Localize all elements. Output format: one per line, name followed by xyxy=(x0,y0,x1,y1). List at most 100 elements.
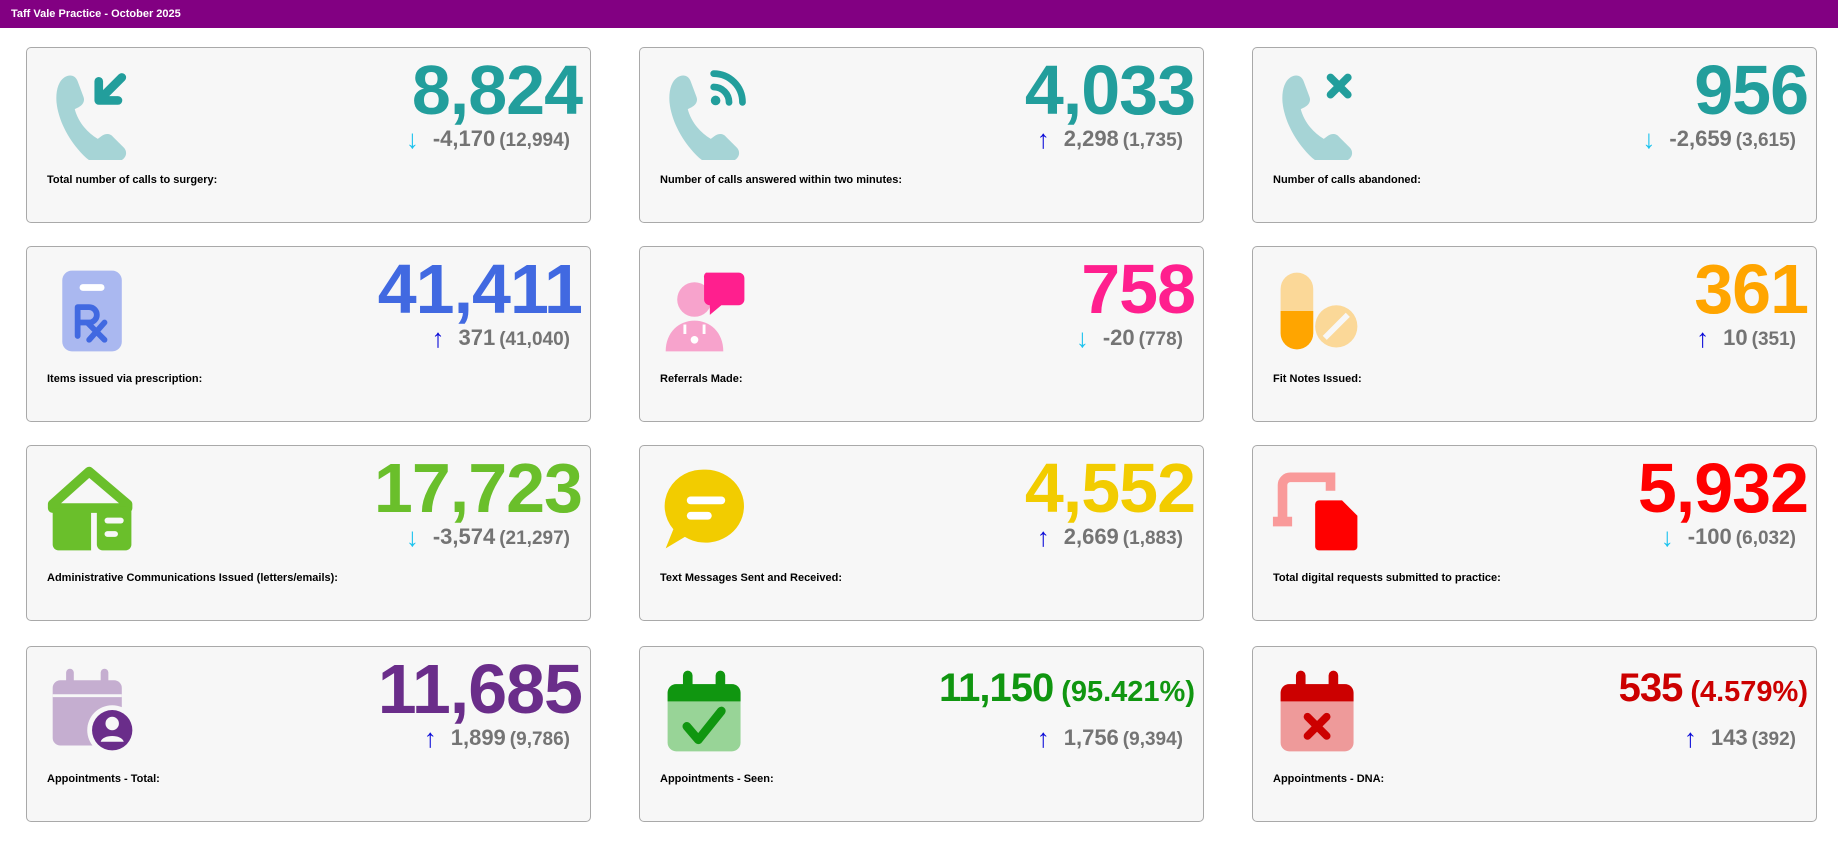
page-title: Taff Vale Practice - October 2025 xyxy=(11,8,181,20)
kpi-value: 8,824 xyxy=(411,51,583,129)
kpi-card: 5,932 ↓ -100 (6,032) Total digital request… xyxy=(1252,445,1817,621)
kpi-label: Referrals Made: xyxy=(660,373,743,385)
kpi-label: Text Messages Sent and Received: xyxy=(660,572,842,584)
kpi-previous-value: (351) xyxy=(1751,329,1796,350)
kpi-change: -3,574 xyxy=(432,524,496,549)
message-bubble-icon xyxy=(658,462,754,558)
kpi-value-row: 361 xyxy=(1694,249,1809,329)
kpi-value-row: 758 xyxy=(1081,249,1196,329)
kpi-card: 956 ↓ -2,659 (3,615) Number of calls aband… xyxy=(1252,47,1817,223)
kpi-change-row: ↑ 1,756 (9,394) xyxy=(1037,723,1183,755)
kpi-value: 11,685 xyxy=(377,650,583,728)
kpi-value: 4,552 xyxy=(1024,449,1196,527)
kpi-card: 11,685 ↑ 1,899 (9,786) Appointments - Tota… xyxy=(26,646,591,822)
kpi-previous-value: (3,615) xyxy=(1735,130,1796,151)
kpi-change: -100 xyxy=(1687,524,1732,549)
kpi-change: 2,669 xyxy=(1063,524,1119,549)
phone-missed-icon xyxy=(1271,64,1367,160)
kpi-change: 1,899 xyxy=(450,725,506,750)
digital-request-icon xyxy=(1271,462,1367,558)
kpi-label: Total digital requests submitted to prac… xyxy=(1273,572,1501,584)
kpi-change-row: ↓ -3,574 (21,297) xyxy=(406,522,570,554)
kpi-value: 758 xyxy=(1081,250,1196,328)
calendar-check-icon xyxy=(658,663,754,759)
kpi-label: Administrative Communications Issued (le… xyxy=(47,572,338,584)
kpi-percentage: (4.579%) xyxy=(1690,676,1808,708)
kpi-value-row: 5,932 xyxy=(1637,448,1809,528)
arrow-down-icon: ↓ xyxy=(405,522,419,552)
arrow-down-icon: ↓ xyxy=(1642,124,1656,154)
kpi-previous-value: (9,394) xyxy=(1122,729,1183,750)
arrow-up-icon: ↑ xyxy=(431,323,445,353)
kpi-label: Appointments - Seen: xyxy=(660,773,774,785)
pills-icon xyxy=(1271,263,1367,359)
arrow-up-icon: ↑ xyxy=(1696,323,1710,353)
kpi-value-row: 11,150 (95.421%) xyxy=(939,653,1195,723)
kpi-value: 5,932 xyxy=(1637,449,1809,527)
kpi-value-row: 17,723 xyxy=(373,448,583,528)
kpi-previous-value: (1,735) xyxy=(1122,130,1183,151)
arrow-up-icon: ↑ xyxy=(1036,522,1050,552)
kpi-change: -2,659 xyxy=(1669,126,1732,151)
kpi-change: 1,756 xyxy=(1063,725,1119,750)
kpi-value-row: 956 xyxy=(1694,50,1809,130)
kpi-value: 535 xyxy=(1618,666,1684,710)
kpi-change: 2,298 xyxy=(1063,126,1119,151)
kpi-card: 8,824 ↓ -4,170 (12,994) Total number of ca… xyxy=(26,47,591,223)
kpi-card: 4,033 ↑ 2,298 (1,735) Number of calls answ… xyxy=(639,47,1204,223)
kpi-value-row: 8,824 xyxy=(411,50,583,130)
kpi-previous-value: (9,786) xyxy=(509,729,570,750)
kpi-card: 4,552 ↑ 2,669 (1,883) Text Messages Sent a… xyxy=(639,445,1204,621)
kpi-value: 11,150 xyxy=(939,666,1054,710)
kpi-change-row: ↓ -2,659 (3,615) xyxy=(1642,124,1796,156)
kpi-previous-value: (6,032) xyxy=(1735,528,1796,549)
kpi-change: 143 xyxy=(1710,725,1748,750)
kpi-value: 41,411 xyxy=(377,250,583,328)
kpi-previous-value: (1,883) xyxy=(1122,528,1183,549)
kpi-percentage: (95.421%) xyxy=(1061,676,1195,708)
calendar-cross-icon xyxy=(1271,663,1367,759)
kpi-change-row: ↑ 2,298 (1,735) xyxy=(1037,124,1183,156)
kpi-previous-value: (21,297) xyxy=(499,528,570,549)
calendar-user-icon xyxy=(45,663,141,759)
kpi-value: 17,723 xyxy=(373,449,583,527)
kpi-value-row: 4,033 xyxy=(1025,50,1196,130)
arrow-down-icon: ↓ xyxy=(405,124,419,154)
mail-house-icon xyxy=(45,462,141,558)
dashboard-title-bar: Taff Vale Practice - October 2025 xyxy=(0,0,1838,28)
prescription-icon xyxy=(45,263,141,359)
kpi-change-row: ↑ 371 (41,040) xyxy=(432,323,571,355)
kpi-value: 361 xyxy=(1694,250,1809,328)
phone-answered-icon xyxy=(658,64,754,160)
kpi-change-row: ↓ -100 (6,032) xyxy=(1661,522,1796,554)
kpi-value-row: 4,552 xyxy=(1024,448,1196,528)
kpi-change-row: ↑ 1,899 (9,786) xyxy=(424,723,570,755)
kpi-value-row: 41,411 xyxy=(377,249,583,329)
kpi-value-row: 11,685 xyxy=(377,649,583,729)
arrow-up-icon: ↑ xyxy=(1036,124,1050,154)
kpi-previous-value: (392) xyxy=(1751,729,1796,750)
kpi-card: 41,411 ↑ 371 (41,040) Items issued via pre… xyxy=(26,246,591,422)
kpi-change-row: ↑ 143 (392) xyxy=(1684,723,1796,755)
kpi-value-row: 535 (4.579%) xyxy=(1619,653,1808,723)
kpi-card: 17,723 ↓ -3,574 (21,297) Administrative Co… xyxy=(26,445,591,621)
kpi-label: Number of calls answered within two minu… xyxy=(660,174,903,186)
arrow-up-icon: ↑ xyxy=(423,723,437,753)
arrow-down-icon: ↓ xyxy=(1075,323,1089,353)
kpi-label: Fit Notes Issued: xyxy=(1273,373,1362,385)
arrow-down-icon: ↓ xyxy=(1660,522,1674,552)
kpi-label: Items issued via prescription: xyxy=(47,373,203,385)
kpi-label: Total number of calls to surgery: xyxy=(47,174,218,186)
kpi-change-row: ↑ 10 (351) xyxy=(1696,323,1796,355)
kpi-card: 758 ↓ -20 (778) Referrals Made: xyxy=(639,246,1204,422)
phone-incoming-icon xyxy=(45,64,141,160)
kpi-previous-value: (41,040) xyxy=(499,329,570,350)
kpi-value: 956 xyxy=(1694,51,1809,129)
kpi-change: 10 xyxy=(1723,325,1748,350)
kpi-change-row: ↓ -4,170 (12,994) xyxy=(406,124,570,156)
kpi-card: 361 ↑ 10 (351) Fit Notes Issued: xyxy=(1252,246,1817,422)
kpi-change: -20 xyxy=(1102,325,1135,350)
arrow-up-icon: ↑ xyxy=(1683,723,1697,753)
kpi-previous-value: (778) xyxy=(1138,329,1183,350)
kpi-previous-value: (12,994) xyxy=(499,130,570,151)
